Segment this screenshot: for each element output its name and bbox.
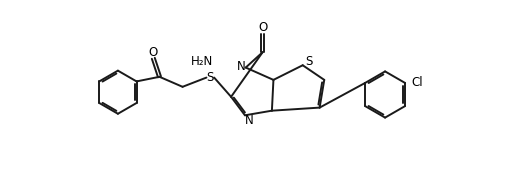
Text: H₂N: H₂N: [191, 55, 213, 68]
Text: O: O: [258, 21, 267, 34]
Text: S: S: [305, 55, 313, 68]
Text: S: S: [207, 71, 214, 84]
Text: O: O: [149, 46, 158, 59]
Text: Cl: Cl: [411, 77, 423, 90]
Text: N: N: [237, 59, 246, 72]
Text: N: N: [245, 114, 254, 127]
